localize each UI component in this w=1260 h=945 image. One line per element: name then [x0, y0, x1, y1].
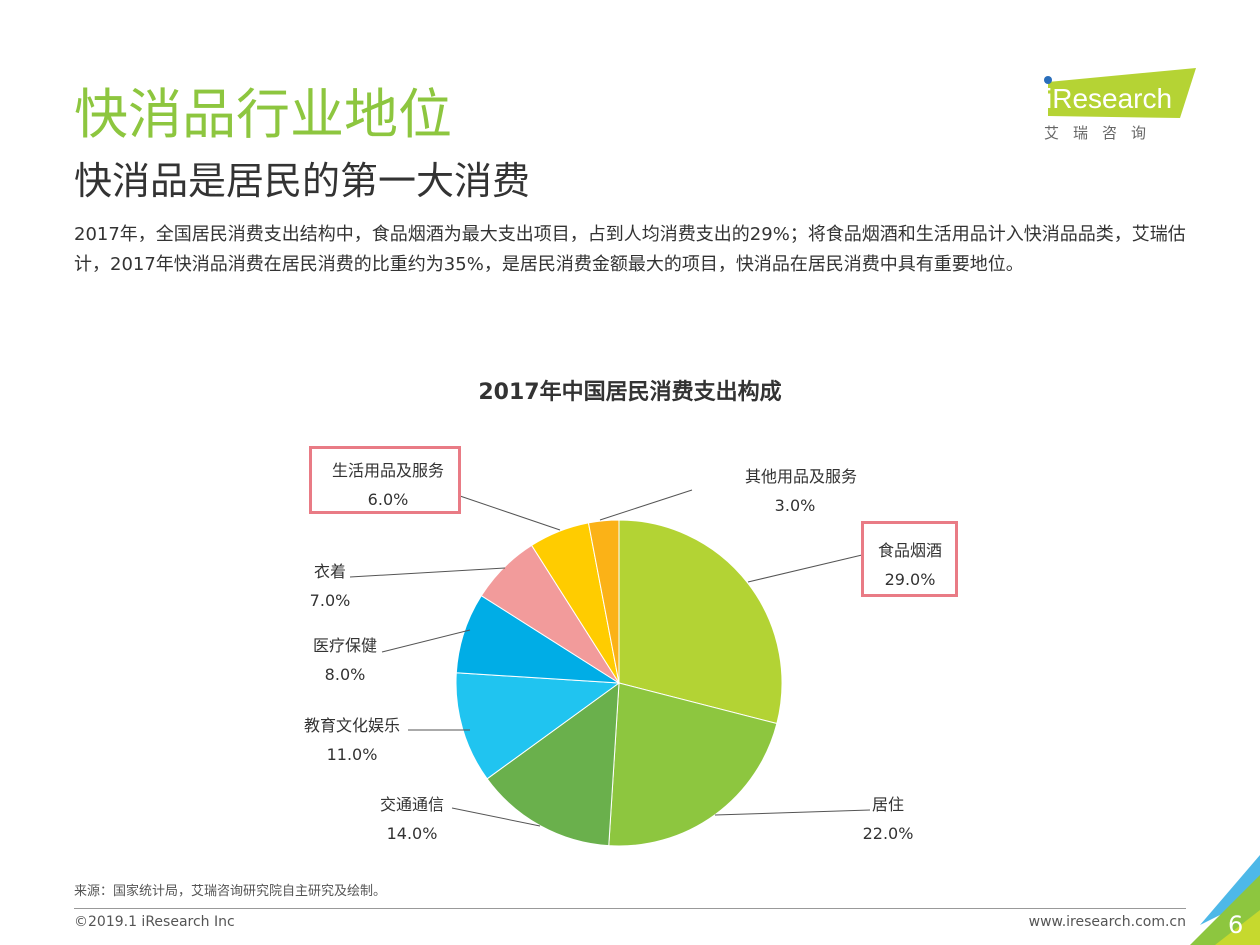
leader-line-0	[747, 554, 863, 583]
slice-label: 医疗保健 8.0%	[295, 631, 395, 689]
corner-decoration: 6	[1190, 855, 1260, 945]
slice-category: 其他用品及服务	[745, 467, 858, 486]
leader-line-7	[599, 489, 693, 521]
slice-value: 14.0%	[386, 824, 438, 843]
chart-title: 2017年中国居民消费支出构成	[478, 380, 782, 405]
slice-category: 医疗保健	[312, 636, 377, 655]
slice-value: 3.0%	[774, 496, 816, 515]
pie-slice-2	[486, 681, 620, 847]
slice-value: 6.0%	[367, 490, 409, 509]
body-text: 2017年，全国居民消费支出结构中，食品烟酒为最大支出项目，占到人均消费支出的2…	[74, 224, 1186, 275]
iresearch-logo: iResearch 艾瑞咨询	[1044, 68, 1196, 142]
slice-category: 教育文化娱乐	[303, 716, 400, 735]
slice-label: 教育文化娱乐 11.0%	[302, 711, 402, 769]
slice-value: 29.0%	[884, 570, 936, 589]
slice-label: 衣着 7.0%	[280, 557, 380, 615]
slice-value: 22.0%	[862, 824, 914, 843]
highlight-box	[309, 446, 461, 514]
slice-category: 食品烟酒	[877, 541, 942, 560]
leader-line-1	[714, 809, 871, 816]
leader-line-6	[459, 495, 561, 531]
slice-label: 交通通信 14.0%	[362, 790, 462, 848]
pie-slice-3	[455, 672, 621, 780]
copyright: ©2019.1 iResearch Inc	[74, 914, 235, 930]
footer-divider	[74, 908, 1186, 909]
pie-slice-1	[608, 682, 778, 847]
slice-value: 8.0%	[324, 665, 366, 684]
slice-label: 其他用品及服务 3.0%	[745, 462, 858, 520]
highlight-box	[861, 521, 958, 597]
page-subtitle: 快消品是居民的第一大消费	[74, 159, 531, 203]
slice-category: 衣着	[313, 562, 346, 581]
slice-label: 生活用品及服务 6.0%	[313, 456, 463, 514]
leader-line-4	[381, 629, 471, 653]
svg-text:iResearch: iResearch	[1046, 83, 1172, 114]
slice-value: 7.0%	[309, 591, 351, 610]
slice-category: 生活用品及服务	[331, 461, 444, 480]
slice-label: 食品烟酒 29.0%	[860, 536, 960, 594]
leader-line-2	[451, 807, 541, 827]
svg-text:艾瑞咨询: 艾瑞咨询	[1044, 124, 1160, 142]
source-note: 来源：国家统计局，艾瑞咨询研究院自主研究及绘制。	[74, 884, 387, 899]
leader-line-5	[349, 567, 506, 578]
slice-category: 交通通信	[379, 795, 444, 814]
slice-value: 11.0%	[326, 745, 378, 764]
page-title: 快消品行业地位	[74, 83, 452, 146]
pie-slice-0	[618, 519, 783, 725]
slice-category: 居住	[871, 795, 904, 814]
slice-label: 居住 22.0%	[838, 790, 938, 848]
page-number: 6	[1228, 911, 1243, 939]
pie-slice-7	[587, 519, 620, 684]
website-url: www.iresearch.com.cn	[1028, 914, 1186, 930]
